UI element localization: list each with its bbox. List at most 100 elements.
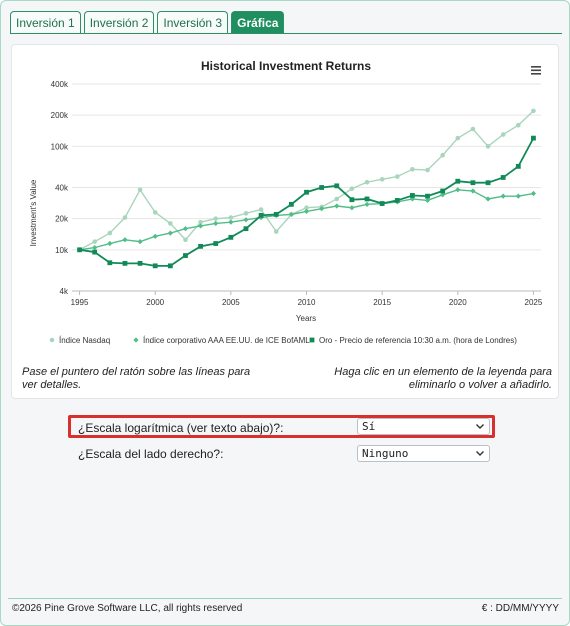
series-line xyxy=(79,110,534,251)
data-point xyxy=(364,201,370,207)
log-scale-select[interactable]: Sí xyxy=(357,418,490,435)
y-axis-ticks: 4k 10k 20k 40k 100k 200k 400k xyxy=(51,80,69,296)
data-point xyxy=(455,187,461,193)
legend-label: Índice Nasdaq xyxy=(59,336,110,345)
data-point xyxy=(530,190,537,197)
legend-label: Oro - Precio de referencia 10:30 a.m. (h… xyxy=(319,336,517,345)
data-point xyxy=(152,233,158,239)
y-tick-label: 20k xyxy=(55,215,69,224)
right-scale-value: Ninguno xyxy=(362,447,409,460)
legend-item-3[interactable]: Oro - Precio de referencia 10:30 a.m. (h… xyxy=(309,336,518,345)
data-point xyxy=(455,178,461,184)
data-point xyxy=(243,217,249,223)
series-line xyxy=(79,189,534,251)
data-point xyxy=(213,220,219,226)
y-axis-label: Investment's Value xyxy=(29,179,38,246)
x-axis-label: Years xyxy=(296,314,316,323)
data-point xyxy=(122,215,128,220)
data-point xyxy=(349,205,355,211)
data-point xyxy=(515,193,521,199)
data-point xyxy=(500,132,506,137)
data-point xyxy=(394,198,400,203)
data-point xyxy=(183,237,188,243)
data-point xyxy=(303,208,310,215)
x-tick-label: 2000 xyxy=(146,298,164,307)
series-3 xyxy=(77,135,536,269)
data-point xyxy=(515,163,521,169)
tab-inversion-2[interactable]: Inversión 2 xyxy=(83,11,155,34)
data-point xyxy=(364,196,370,202)
data-point xyxy=(440,188,446,194)
legend-item-1[interactable]: Índice Nasdaq xyxy=(49,336,110,345)
data-point xyxy=(485,180,491,186)
right-scale-select[interactable]: Ninguno xyxy=(357,445,490,462)
data-point xyxy=(410,193,415,198)
tab-inversion-1[interactable]: Inversión 1 xyxy=(10,11,81,34)
data-point xyxy=(531,135,536,141)
data-point xyxy=(409,196,416,202)
data-point xyxy=(304,205,309,211)
data-point xyxy=(92,245,98,251)
data-point xyxy=(198,243,203,249)
data-point xyxy=(470,188,476,194)
data-point xyxy=(213,216,219,221)
data-point xyxy=(183,253,188,258)
data-point xyxy=(531,108,536,114)
data-point xyxy=(470,180,476,186)
y-tick-label: 4k xyxy=(60,287,69,296)
data-point xyxy=(213,241,219,246)
legend-hint: Haga clic en un elemento de la leyenda p… xyxy=(334,366,552,391)
data-point xyxy=(228,234,234,240)
data-point xyxy=(470,126,476,132)
data-point xyxy=(288,211,294,217)
tab-grafica[interactable]: Gráfica xyxy=(231,11,285,34)
data-point xyxy=(394,174,400,179)
chevron-down-icon xyxy=(476,424,484,429)
grid-lines xyxy=(72,83,541,292)
data-point xyxy=(152,210,158,215)
data-point xyxy=(107,230,113,236)
data-point xyxy=(152,263,158,269)
data-point xyxy=(77,247,82,253)
data-point xyxy=(137,260,143,266)
data-point xyxy=(379,201,385,206)
data-point xyxy=(168,221,173,226)
data-point xyxy=(485,144,491,149)
data-point xyxy=(334,203,340,209)
data-point xyxy=(137,187,143,193)
data-point xyxy=(516,122,521,128)
data-point xyxy=(258,213,264,218)
hamburger-menu-icon[interactable] xyxy=(531,66,541,75)
x-tick-label: 2005 xyxy=(222,298,240,307)
data-point xyxy=(424,197,431,204)
y-tick-label: 40k xyxy=(55,184,69,193)
series-layer xyxy=(76,108,537,269)
data-point xyxy=(137,239,143,245)
tab-underline xyxy=(10,33,562,34)
data-point xyxy=(273,229,279,234)
chart-title: Historical Investment Returns xyxy=(201,59,371,73)
data-point xyxy=(197,223,204,229)
investment-chart[interactable]: Historical Investment Returns 4k 10k 20k 40… xyxy=(12,45,560,365)
tab-inversion-3[interactable]: Inversión 3 xyxy=(157,11,229,34)
data-point xyxy=(167,263,173,269)
x-tick-label: 2015 xyxy=(373,298,391,307)
data-point xyxy=(258,207,264,212)
x-tick-label: 2020 xyxy=(449,298,467,307)
legend-item-2[interactable]: Índice corporativo AAA EE.UU. de ICE Bof… xyxy=(133,336,310,345)
x-axis-ticks: 1995 2000 2005 2010 2015 2020 2025 xyxy=(71,291,543,307)
data-point xyxy=(379,177,385,182)
log-scale-value: Sí xyxy=(362,420,376,433)
legend-label: Índice corporativo AAA EE.UU. de ICE Bof… xyxy=(143,336,310,345)
data-point xyxy=(107,260,113,266)
data-point xyxy=(182,226,189,232)
data-point xyxy=(500,175,506,180)
data-point xyxy=(440,152,445,158)
data-point xyxy=(349,186,355,191)
y-tick-label: 10k xyxy=(55,246,69,255)
legend-marker xyxy=(133,337,139,343)
data-point xyxy=(334,196,340,202)
hover-hint: Pase el puntero del ratón sobre las líne… xyxy=(22,366,251,391)
data-point xyxy=(243,226,249,232)
data-point xyxy=(167,230,173,236)
